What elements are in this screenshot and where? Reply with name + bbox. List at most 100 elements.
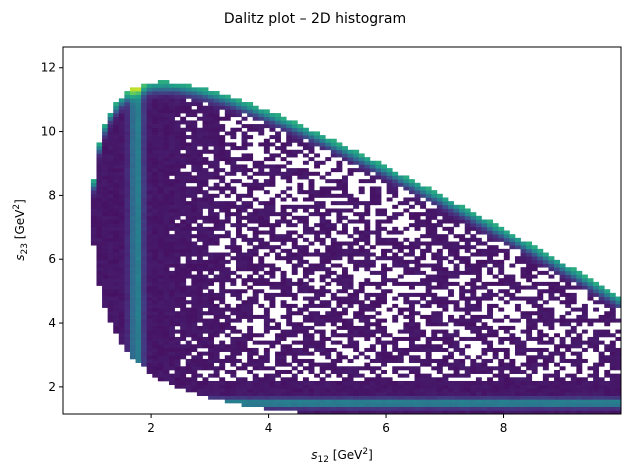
heatmap-cell [302,402,309,408]
heatmap-cell [375,241,382,246]
heatmap-cell [196,289,203,294]
heatmap-cell [498,226,505,231]
heatmap-cell [157,120,164,125]
heatmap-cell [235,399,242,404]
heatmap-cell [336,182,343,187]
heatmap-cell [554,377,560,382]
heatmap-cell [169,146,175,151]
heatmap-cell [96,186,103,191]
heatmap-cell [191,300,198,305]
heatmap-cell [392,281,399,286]
heatmap-cell [107,296,114,301]
heatmap-cell [364,406,371,411]
heatmap-cell [330,399,337,404]
heatmap-cell [537,384,544,389]
heatmap-cell [118,300,125,305]
heatmap-cell [347,369,354,374]
heatmap-cell [291,124,298,129]
heatmap-cell [208,351,215,356]
heatmap-cell [314,248,321,253]
heatmap-cell [520,344,527,349]
heatmap-cell [230,157,237,162]
heatmap-cell [492,406,499,411]
heatmap-cell [141,98,148,103]
heatmap-cell [163,300,170,305]
heatmap-cell [314,402,321,408]
heatmap-cell [286,402,293,408]
heatmap-cell [135,171,142,176]
heatmap-cell [302,406,309,411]
heatmap-cell [269,120,276,125]
heatmap-cell [129,179,136,184]
heatmap-cell [492,366,499,371]
heatmap-cell [542,402,549,408]
heatmap-cell [554,369,560,374]
heatmap-cell [180,314,187,319]
heatmap-cell [180,98,187,103]
heatmap-cell [146,83,153,88]
heatmap-cell [336,241,343,246]
heatmap-cell [609,303,616,308]
heatmap-cell [286,120,293,125]
heatmap-cell [487,384,494,389]
heatmap-cell [157,98,164,103]
heatmap-cell [174,124,181,129]
heatmap-cell [269,318,276,323]
heatmap-cell [146,237,153,242]
heatmap-cell [124,318,131,323]
heatmap-cell [347,248,354,253]
heatmap-cell [308,267,315,272]
heatmap-cell [280,344,287,349]
heatmap-cell [542,333,549,338]
heatmap-cell [442,373,449,378]
heatmap-cell [520,402,527,408]
heatmap-cell [263,215,270,220]
heatmap-cell [425,303,432,308]
heatmap-cell [129,87,136,92]
heatmap-cell [297,127,304,132]
heatmap-cell [169,289,175,294]
heatmap-cell [302,340,309,345]
heatmap-cell [353,252,360,257]
heatmap-cell [180,278,187,283]
heatmap-cell [559,322,566,327]
heatmap-cell [302,344,309,349]
heatmap-cell [364,212,371,217]
heatmap-cell [118,201,125,206]
heatmap-cell [325,303,332,308]
heatmap-cell [146,270,153,275]
y-tick-label: 2 [48,380,56,394]
heatmap-cell [392,366,399,371]
heatmap-cell [459,351,466,356]
heatmap-cell [280,395,287,400]
heatmap-cell [576,333,583,338]
heatmap-cell [163,234,170,239]
heatmap-cell [235,102,242,107]
heatmap-cell [442,380,449,385]
heatmap-cell [180,102,187,107]
heatmap-cell [448,201,454,206]
heatmap-cell [364,336,371,341]
heatmap-cell [531,355,538,360]
heatmap-cell [124,226,131,231]
heatmap-cell [235,318,242,323]
heatmap-cell [475,325,482,330]
heatmap-cell [442,296,449,301]
heatmap-cell [196,307,203,312]
heatmap-cell [269,208,276,213]
heatmap-cell [235,212,242,217]
heatmap-cell [353,197,360,202]
heatmap-cell [392,245,399,250]
heatmap-cell [548,318,555,323]
heatmap-cell [113,237,120,242]
heatmap-cell [191,87,198,92]
heatmap-cell [146,366,153,371]
heatmap-cell [570,391,577,396]
heatmap-cell [213,252,220,257]
heatmap-cell [280,116,287,121]
heatmap-cell [263,241,270,246]
heatmap-cell [291,131,298,136]
heatmap-cell [604,322,611,327]
heatmap-cell [258,395,265,400]
heatmap-cell [403,347,410,352]
